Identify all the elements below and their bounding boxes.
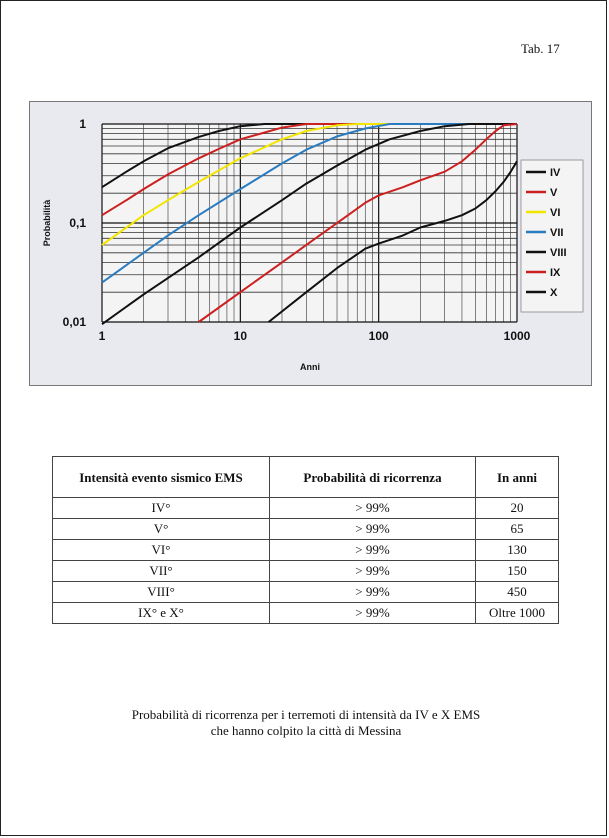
cell-probability: > 99% [269,497,476,519]
table-row: V° > 99% 65 [52,518,559,540]
y-axis-label: Probabilità [42,199,52,247]
table-row: IX° e X° > 99% Oltre 1000 [52,602,559,624]
header-intensity: Intensità evento sismico EMS [52,456,270,498]
cell-probability: > 99% [269,539,476,561]
y-tick-label: 0,01 [63,315,87,329]
series-line-ix [198,123,518,323]
cell-intensity: IX° e X° [52,602,270,624]
cell-probability: > 99% [269,518,476,540]
x-axis-label: Anni [300,362,320,372]
header-years: In anni [475,456,559,498]
series-line-iv [101,123,517,189]
cell-probability: > 99% [269,581,476,603]
series-layer [101,123,518,326]
table-number-label: Tab. 17 [521,41,560,56]
x-tick-label: 1000 [504,329,531,343]
cell-years: 150 [475,560,559,582]
cell-intensity: V° [52,518,270,540]
probability-chart: 1 10 100 1000 1 0,1 0,01 Probabilità Anni IV V V… [29,101,592,386]
table-row: VII° > 99% 150 [52,560,559,582]
cell-years: 20 [475,497,559,519]
header-probability: Probabilità di ricorrenza [269,456,476,498]
y-tick-label: 1 [79,117,86,131]
cell-years: Oltre 1000 [475,602,559,624]
legend-entry-x: X [550,287,558,299]
caption-line-2: che hanno colpito la città di Messina [210,723,402,738]
series-line-vii [101,123,517,284]
cell-intensity: VI° [52,539,270,561]
series-line-x [267,160,518,323]
table-row: VIII° > 99% 450 [52,581,559,603]
cell-intensity: VII° [52,560,270,582]
y-tick-label: 0,1 [69,216,86,230]
cell-years: 450 [475,581,559,603]
table-row: IV° > 99% 20 [52,497,559,519]
tick-layer: 1 10 100 1000 1 0,1 0,01 [63,117,531,343]
x-tick-label: 100 [369,329,389,343]
series-line-vi [101,123,517,246]
legend: IV V VI VII VIII IX X [520,159,584,313]
cell-years: 130 [475,539,559,561]
series-line-viii [101,123,517,326]
legend-entry-vii: VII [550,227,563,239]
x-tick-label: 1 [99,329,106,343]
cell-intensity: VIII° [52,581,270,603]
cell-years: 65 [475,518,559,540]
caption-line-1: Probabilità di ricorrenza per i terremot… [131,707,481,722]
table-header-row: Intensità evento sismico EMS Probabilità… [52,456,559,498]
series-line-v [101,123,517,217]
figure-caption: Probabilità di ricorrenza per i terremot… [41,707,571,739]
legend-entry-iv: IV [550,167,561,179]
cell-intensity: IV° [52,497,270,519]
cell-probability: > 99% [269,560,476,582]
legend-entry-ix: IX [550,267,561,279]
legend-box [520,159,584,313]
cell-probability: > 99% [269,602,476,624]
legend-entry-v: V [550,187,558,199]
recurrence-table: Intensità evento sismico EMS Probabilità… [52,456,559,624]
x-tick-label: 10 [234,329,248,343]
table-row: VI° > 99% 130 [52,539,559,561]
legend-entry-vi: VI [550,207,560,219]
grid-layer [101,123,518,323]
legend-entry-viii: VIII [550,247,567,259]
